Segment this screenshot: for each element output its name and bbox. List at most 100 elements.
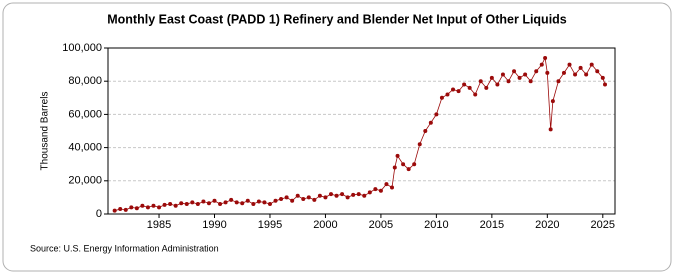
data-point — [456, 89, 461, 94]
source: Source: U.S. Energy Information Administ… — [30, 243, 219, 253]
data-point — [206, 201, 211, 206]
x-tick-label: 2015 — [480, 219, 504, 231]
y-tick-label: 100,000 — [62, 42, 102, 54]
data-point — [212, 198, 217, 203]
data-point — [240, 201, 245, 206]
data-point — [390, 185, 395, 190]
data-point — [267, 202, 272, 207]
data-point — [512, 69, 517, 74]
data-point — [162, 202, 167, 207]
data-point — [356, 192, 361, 197]
data-point — [556, 79, 561, 84]
data-point — [395, 153, 400, 158]
data-point — [539, 62, 544, 67]
x-tick-label: 2025 — [591, 219, 615, 231]
data-point — [301, 197, 306, 202]
x-tick-label: 2010 — [424, 219, 448, 231]
data-point — [290, 198, 295, 203]
data-point — [317, 193, 322, 198]
data-point — [584, 72, 589, 77]
data-point — [378, 188, 383, 193]
data-point — [229, 197, 234, 202]
data-point — [234, 200, 239, 205]
y-tick-label: 60,000 — [68, 108, 102, 120]
data-point — [351, 192, 356, 197]
data-point — [392, 165, 397, 170]
data-point — [495, 82, 500, 87]
x-tick-label: 2020 — [535, 219, 559, 231]
data-point — [523, 72, 528, 77]
data-point — [306, 195, 311, 200]
data-point — [534, 69, 539, 74]
data-point — [548, 127, 553, 132]
data-point — [129, 205, 134, 210]
data-point — [384, 182, 389, 187]
data-point — [345, 195, 350, 200]
data-point — [573, 72, 578, 77]
data-point — [334, 193, 339, 198]
data-point — [473, 92, 478, 97]
data-point — [245, 198, 250, 203]
data-point — [567, 62, 572, 67]
y-tick-label: 20,000 — [68, 175, 102, 187]
data-point — [145, 205, 150, 210]
data-point — [118, 207, 123, 212]
data-point — [462, 82, 467, 87]
data-point — [439, 95, 444, 100]
data-point — [223, 200, 228, 205]
data-point — [340, 192, 345, 197]
x-tick-label: 2000 — [313, 219, 337, 231]
data-point — [151, 203, 156, 208]
data-point — [603, 82, 608, 87]
data-point — [195, 202, 200, 207]
x-tick-label: 1990 — [202, 219, 226, 231]
data-point — [423, 129, 428, 133]
data-point — [173, 203, 178, 208]
data-point — [406, 167, 411, 172]
data-point — [279, 197, 284, 202]
data-point — [517, 75, 522, 80]
data-point — [157, 205, 162, 210]
data-point — [445, 92, 450, 97]
data-point — [550, 99, 555, 104]
data-point — [262, 200, 267, 205]
data-point — [401, 162, 406, 167]
data-point — [417, 142, 422, 147]
data-point — [528, 79, 533, 84]
data-point — [328, 192, 333, 197]
data-point — [168, 202, 173, 207]
data-point — [134, 206, 139, 211]
data-point — [500, 72, 505, 77]
data-point — [543, 55, 548, 60]
x-tick-label: 1995 — [258, 219, 282, 231]
data-point — [362, 193, 367, 198]
data-point — [478, 79, 483, 84]
data-point — [256, 199, 261, 204]
data-point — [506, 79, 511, 84]
data-point — [545, 70, 550, 75]
y-tick-label: 80,000 — [68, 75, 102, 87]
data-point — [484, 85, 489, 90]
data-point — [595, 69, 600, 74]
data-point — [428, 120, 433, 125]
data-point — [140, 203, 145, 208]
data-point — [489, 75, 494, 80]
y-axis-label: Thousand Barrels — [40, 92, 51, 171]
data-point — [467, 85, 472, 90]
data-point — [600, 75, 605, 80]
data-point — [273, 198, 278, 203]
data-point — [451, 87, 456, 92]
data-point — [295, 193, 300, 198]
data-point — [323, 195, 328, 200]
data-point — [179, 201, 184, 206]
data-point — [312, 197, 317, 202]
chart-title: Monthly East Coast (PADD 1) Refinery and… — [107, 12, 567, 26]
data-point — [251, 202, 256, 207]
data-point — [373, 187, 378, 192]
y-tick-label: 40,000 — [68, 142, 102, 154]
data-point — [218, 202, 223, 207]
y-tick-label: 0 — [96, 208, 102, 220]
data-point — [367, 190, 372, 195]
data-point — [434, 112, 439, 117]
